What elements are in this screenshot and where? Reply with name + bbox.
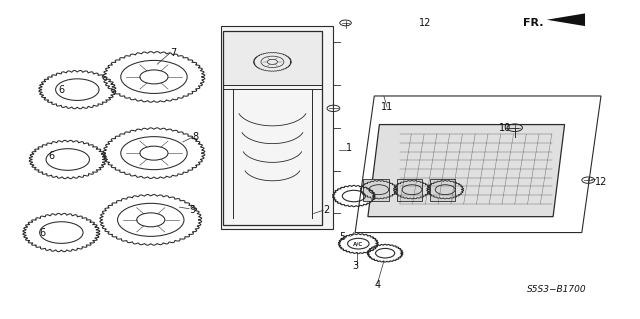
Text: 11: 11 [381,102,393,112]
Text: 2: 2 [323,205,330,215]
Text: 12: 12 [595,177,607,187]
Text: A/C: A/C [353,241,364,246]
Bar [430,179,456,201]
Text: 6: 6 [49,151,55,161]
Text: FR.: FR. [523,18,543,28]
Bar [397,179,422,201]
Bar [364,179,389,201]
Text: 4: 4 [374,280,381,290]
Text: 9: 9 [189,205,195,215]
Bar [223,31,322,85]
Text: 12: 12 [419,18,431,28]
Text: 1: 1 [346,143,352,153]
Polygon shape [368,124,564,217]
Text: 3: 3 [352,261,358,271]
Text: 6: 6 [39,227,45,238]
Text: 10: 10 [499,123,511,133]
Bar [221,26,333,229]
Text: 8: 8 [193,132,198,142]
Text: 5: 5 [339,232,346,242]
Bar [223,31,322,225]
Polygon shape [547,13,585,26]
Text: S5S3−B1700: S5S3−B1700 [527,285,586,293]
Text: 6: 6 [58,85,65,95]
Text: 7: 7 [170,48,176,58]
